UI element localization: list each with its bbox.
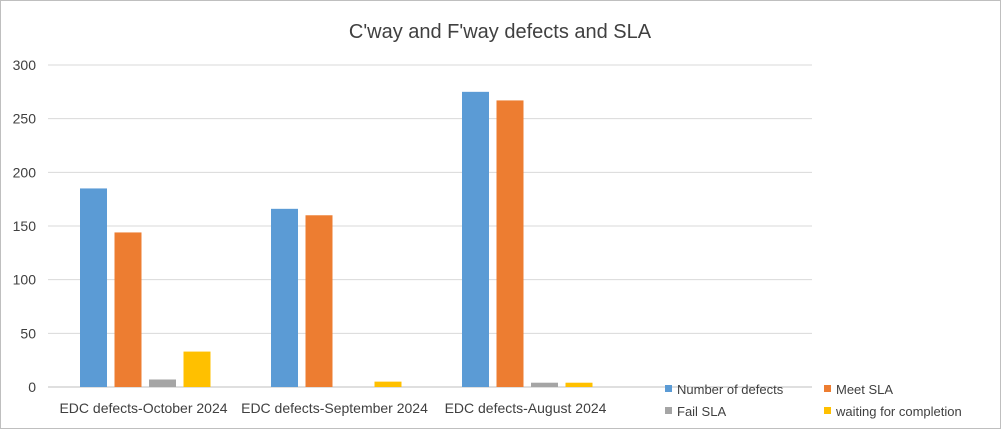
bar-meet-sla (496, 100, 524, 388)
legend-label: Number of defects (677, 382, 784, 397)
legend-swatch (665, 385, 672, 392)
bar-number-of-defects (271, 208, 298, 387)
bar-waiting-for-completion (183, 351, 211, 387)
legend-label: Meet SLA (836, 382, 893, 397)
x-axis: EDC defects-October 2024 EDC defects-Sept… (59, 400, 606, 416)
y-tick-label: 50 (20, 325, 36, 341)
bar-number-of-defects (462, 91, 489, 387)
y-tick-label: 300 (13, 57, 37, 73)
bar-meet-sla (305, 215, 333, 387)
y-axis: 0 50 100 150 200 250 300 (13, 57, 37, 395)
y-tick-label: 250 (13, 111, 37, 127)
y-tick-label: 150 (13, 218, 37, 234)
gridlines (48, 64, 812, 388)
y-tick-label: 0 (28, 379, 36, 395)
bar-fail-sla (149, 379, 176, 387)
x-category-label: EDC defects-October 2024 (59, 400, 227, 416)
chart-title: C'way and F'way defects and SLA (349, 21, 652, 43)
legend-swatch (824, 385, 831, 392)
x-category-label: EDC defects-September 2024 (241, 400, 428, 416)
y-tick-label: 100 (13, 272, 37, 288)
x-category-label: EDC defects-August 2024 (445, 400, 607, 416)
bar-fail-sla (531, 382, 558, 387)
legend-swatch (665, 407, 672, 414)
bars (80, 91, 593, 388)
legend-label: Fail SLA (677, 404, 726, 419)
y-tick-label: 200 (13, 164, 37, 180)
bar-meet-sla (114, 232, 142, 387)
legend-label: waiting for completion (835, 404, 962, 419)
legend: Number of defects Meet SLA Fail SLA waiting… (665, 382, 962, 419)
bar-waiting-for-completion (565, 382, 593, 387)
bar-waiting-for-completion (374, 381, 402, 387)
bar-number-of-defects (80, 188, 107, 387)
legend-swatch (824, 407, 831, 414)
